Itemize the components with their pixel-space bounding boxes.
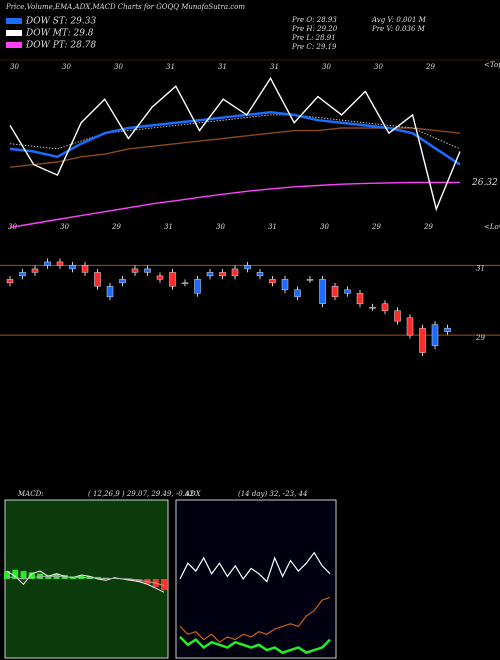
candle-body — [131, 268, 139, 273]
candle-body — [406, 317, 414, 336]
candle-body — [44, 261, 51, 266]
series-line — [179, 551, 331, 583]
panel-params: ( 12,26,9 ) 29.07, 29.49, -0.42 — [88, 490, 194, 498]
candle-body — [394, 310, 401, 322]
date-label: 29 — [111, 223, 121, 231]
date-label: 31 — [270, 63, 279, 71]
info-text: Pre O: 28.93 — [291, 16, 337, 24]
date-label: 31 — [166, 63, 175, 71]
series-line — [179, 596, 331, 643]
histogram-bar — [20, 571, 27, 579]
legend-label: DOW PT: 28.78 — [25, 41, 96, 51]
date-label: 31 — [268, 223, 277, 231]
candle-body — [31, 268, 39, 273]
candle-body — [194, 279, 201, 294]
date-label: 30 — [322, 63, 331, 71]
candle-body — [56, 261, 64, 266]
candle-body — [69, 265, 76, 270]
legend-swatch — [6, 30, 22, 36]
candle-body — [206, 272, 214, 277]
info-text: Pre V: 0.036 M — [371, 25, 426, 33]
candle-body — [281, 279, 289, 291]
candle-body — [94, 272, 101, 287]
candle-body — [231, 268, 239, 277]
date-label: 30 — [374, 63, 383, 71]
candle-body — [344, 289, 351, 294]
series-line — [9, 76, 461, 212]
candle-body — [381, 303, 389, 311]
candle-body — [269, 279, 276, 284]
info-text: Pre L: 28.91 — [291, 34, 336, 42]
histogram-bar — [161, 579, 167, 591]
candle-body — [444, 327, 451, 332]
candle-body — [156, 275, 164, 280]
legend-swatch — [6, 18, 22, 24]
candle-body — [319, 279, 326, 305]
lows-label: <Lows — [484, 223, 500, 231]
y-tick-label: 29 — [475, 334, 485, 342]
info-text: Pre C: 29.19 — [291, 43, 337, 51]
legend-swatch — [6, 42, 22, 48]
series-line — [9, 181, 460, 229]
tops-label: <Tops — [484, 61, 500, 69]
date-label: 30 — [10, 63, 19, 71]
date-label: 29 — [371, 223, 381, 231]
histogram-bar — [45, 575, 52, 579]
panel-params: (14 day) 32, -23, 44 — [238, 490, 307, 498]
date-label: 31 — [164, 223, 173, 231]
candle-body — [6, 279, 14, 284]
candle-body — [169, 272, 176, 287]
date-label: 30 — [216, 223, 225, 231]
histogram-bar — [4, 571, 10, 579]
candle-body — [294, 289, 301, 298]
series-line — [179, 636, 331, 655]
date-label: 30 — [60, 223, 69, 231]
candle-body — [144, 268, 151, 273]
date-label: 29 — [423, 223, 433, 231]
candle-body — [81, 265, 89, 273]
candle-body — [331, 286, 339, 298]
end-label: 26.32 — [471, 178, 498, 188]
date-label: 29 — [425, 63, 435, 71]
candle-body — [181, 282, 189, 285]
date-label: 30 — [320, 223, 329, 231]
candle-body — [244, 265, 251, 270]
candle-body — [106, 286, 114, 298]
series-line — [6, 575, 165, 587]
candle-body — [219, 272, 226, 277]
info-text: Avg V: 0.001 M — [371, 16, 427, 24]
candle-body — [431, 324, 439, 346]
series-line — [6, 570, 165, 593]
date-label: 30 — [114, 63, 123, 71]
panel-label: ADX — [184, 490, 202, 498]
y-tick-label: 31 — [476, 264, 485, 272]
candle-body — [119, 279, 126, 284]
legend-label: DOW MT: 29.8 — [25, 29, 94, 39]
histogram-bar — [12, 569, 19, 579]
candle-body — [19, 272, 26, 277]
histogram-bar — [127, 579, 134, 581]
legend-label: DOW ST: 29.33 — [25, 17, 96, 27]
candle-body — [256, 272, 264, 277]
date-label: 31 — [218, 63, 227, 71]
panel — [175, 499, 337, 659]
candle-body — [356, 293, 364, 305]
candle-body — [369, 306, 376, 309]
info-text: Pre H: 29.20 — [291, 25, 338, 33]
chart-title: Price,Volume,EMA,ADX,MACD Charts for GOQ… — [5, 3, 245, 11]
date-label: 30 — [62, 63, 71, 71]
candle-body — [419, 327, 426, 353]
candle-body — [306, 279, 314, 281]
panel-label: MACD: — [17, 490, 44, 498]
histogram-bar — [28, 572, 35, 579]
